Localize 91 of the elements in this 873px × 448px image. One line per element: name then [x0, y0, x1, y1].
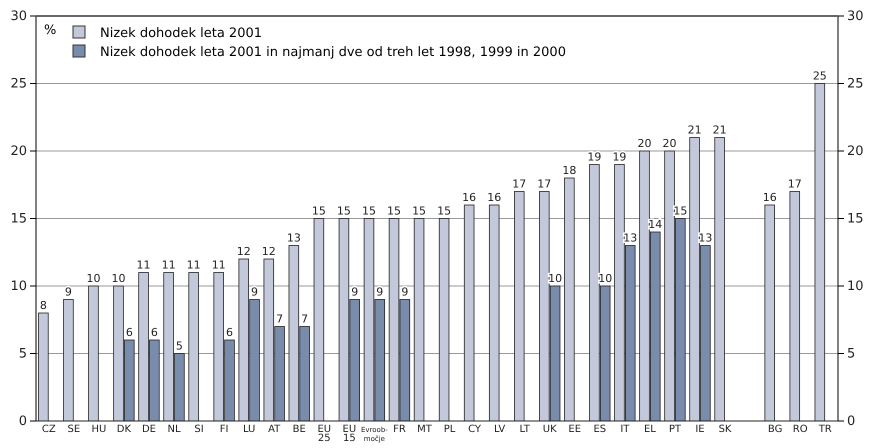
data-label: 17: [512, 178, 526, 190]
data-label: 9: [376, 286, 384, 298]
data-label: 6: [226, 326, 234, 339]
y-axis-title: %: [44, 23, 56, 38]
data-label: 5: [176, 340, 183, 352]
x-tick-label: SI: [194, 424, 204, 435]
data-label: 10: [598, 272, 612, 285]
x-tick-label: AT: [268, 424, 282, 435]
data-label: 15: [312, 204, 326, 218]
data-label: 7: [276, 312, 284, 326]
x-tick-label: IE: [695, 424, 705, 435]
y-tick-label: 0: [18, 414, 27, 430]
data-label: 21: [712, 124, 727, 136]
x-tick-label: LV: [494, 424, 506, 435]
data-label: 12: [262, 245, 276, 258]
x-tick-label: DK: [116, 424, 132, 435]
data-label: 15: [362, 204, 376, 218]
x-tick-label: IT: [620, 424, 630, 435]
x-tick-label: EE: [568, 424, 582, 435]
data-label: 9: [251, 286, 258, 298]
x-tick-label: BE: [292, 424, 306, 435]
x-tick-label: ES: [593, 424, 606, 435]
data-label: 16: [762, 191, 777, 204]
y2-tick-label: 30: [847, 9, 864, 24]
x-tick-label: UK: [542, 424, 558, 435]
data-label: 6: [150, 326, 158, 339]
data-label: 15: [387, 204, 402, 218]
data-label: 10: [112, 272, 126, 285]
data-label: 16: [487, 191, 502, 204]
y2-tick-label: 0: [847, 414, 856, 430]
data-label: 17: [788, 178, 802, 190]
data-label: 20: [662, 137, 677, 150]
x-tick-label: CY: [468, 424, 482, 435]
y-tick-label: 25: [10, 76, 27, 92]
y2-tick-label: 25: [847, 76, 864, 92]
data-label: 9: [351, 286, 358, 298]
x-tick-label: SK: [718, 424, 732, 435]
data-label: 6: [126, 326, 133, 339]
data-label: 11: [212, 258, 226, 272]
y-tick-label: 10: [10, 279, 27, 294]
data-label: 15: [437, 204, 452, 218]
data-label: 11: [186, 258, 201, 272]
data-label: 25: [812, 70, 827, 82]
y2-tick-label: 5: [847, 346, 856, 362]
data-label: 17: [537, 178, 552, 190]
x-tick-label: EL: [644, 424, 656, 435]
y-tick-label: 30: [10, 9, 27, 24]
data-label: 11: [162, 258, 176, 272]
x-tick-label: CZ: [42, 424, 56, 435]
x-tick-label: RO: [792, 424, 808, 435]
data-label: 19: [612, 150, 626, 164]
x-tick-label: PT: [668, 424, 682, 435]
x-tick-label: HU: [91, 424, 106, 435]
data-label: 12: [236, 245, 251, 258]
x-tick-label: LT: [520, 424, 531, 435]
y-tick-label: 20: [10, 144, 27, 160]
data-label: 13: [623, 232, 638, 244]
y2-tick-label: 10: [847, 279, 864, 294]
x-tick-label: SE: [67, 424, 80, 435]
x-tick-label: NL: [167, 424, 181, 435]
x-tick-label: DE: [142, 424, 156, 435]
x-tick-label: EU 15: [342, 424, 356, 444]
data-label: 19: [587, 150, 602, 164]
data-label: 21: [688, 124, 702, 136]
y-tick-label: 15: [10, 212, 27, 227]
data-label: 15: [412, 204, 426, 218]
data-label: 14: [648, 218, 662, 231]
data-label: 13: [286, 232, 301, 244]
legend-label: Nizek dohodek leta 2001: [100, 26, 262, 41]
x-tick-label: BG: [768, 424, 782, 435]
y-tick-label: 5: [18, 346, 27, 362]
data-label: 10: [86, 272, 100, 285]
x-tick-label: TR: [818, 424, 832, 435]
data-label: 15: [336, 204, 351, 218]
data-label: 16: [462, 191, 476, 204]
y2-tick-label: 15: [847, 212, 864, 227]
x-tick-label: PL: [444, 424, 456, 435]
data-label: 8: [40, 299, 47, 312]
data-label: 7: [301, 312, 308, 326]
data-label: 9: [401, 286, 408, 298]
x-tick-label: FI: [220, 424, 228, 435]
x-tick-label: LU: [242, 424, 256, 435]
x-tick-label: FR: [393, 424, 406, 435]
data-label: 9: [64, 286, 72, 298]
x-tick-label: MT: [417, 424, 433, 435]
data-label: 11: [136, 258, 151, 272]
data-label: 20: [637, 137, 652, 150]
y2-tick-label: 20: [847, 144, 864, 160]
data-label: 18: [562, 164, 576, 177]
x-tick-label: EU 25: [317, 424, 332, 444]
legend-label: Nizek dohodek leta 2001 in najmanj dve od treh let 1998, 1999 in 2000: [100, 45, 566, 60]
